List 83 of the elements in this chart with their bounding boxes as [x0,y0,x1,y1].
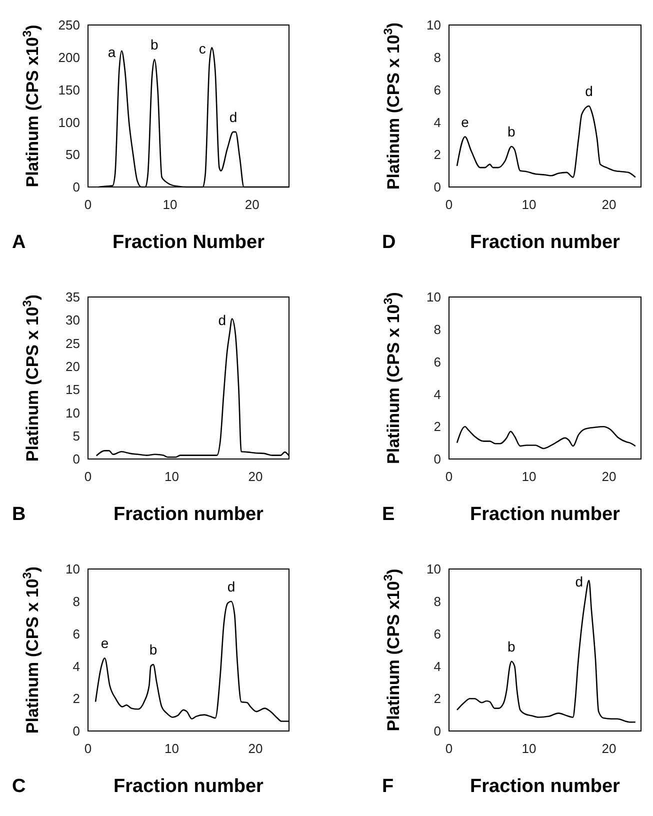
annotation: d [218,312,226,328]
annotation: c [198,40,206,57]
y-tick-label: 4 [434,386,441,402]
y-tick-label: 0 [434,180,441,195]
x-axis-title: Fraction number [114,776,264,797]
y-tick-label: 4 [72,658,80,674]
text: B [12,504,26,525]
annotation: a [108,44,116,60]
annotation: b [150,36,159,52]
y-tick-label: 8 [434,50,441,65]
y-tick-label: 10 [66,405,80,420]
y-tick-label: 10 [426,18,441,33]
x-tick-label: 20 [244,197,260,212]
y-tick-label: 0 [72,180,80,195]
y-tick-label: 0 [434,452,441,467]
x-axis-title: Fraction number [114,504,264,525]
x-tick-label: 0 [84,469,92,484]
y-tick-label: 4 [434,658,441,674]
x-tick-label: 20 [602,469,616,484]
annotation: d [229,108,238,125]
x-tick-label: 20 [248,469,263,484]
y-tick-label: 25 [66,336,80,351]
text: A [12,232,26,253]
annotation: d [585,83,593,99]
x-tick-label: 10 [522,741,536,756]
x-tick-label: 0 [445,469,453,484]
text: E [382,504,395,525]
y-tick-label: 20 [66,358,80,374]
y-tick-label: 2 [434,147,441,162]
annotation: b [508,638,516,654]
y-tick-label: 8 [434,594,441,609]
annotation: b [149,642,158,658]
y-tick-label: 30 [66,312,80,328]
x-tick-label: 0 [445,197,453,212]
y-tick-label: 4 [434,114,441,130]
y-tick-label: 200 [58,50,80,65]
x-tick-label: 10 [164,741,179,756]
y-tick-label: 10 [426,562,441,577]
y-tick-label: 10 [66,562,80,577]
annotation: b [508,124,516,140]
x-tick-label: 0 [445,741,453,756]
x-axis-title: Fraction number [470,776,621,797]
y-tick-label: 8 [434,322,441,337]
y-tick-label: 35 [66,290,80,305]
line-series [456,426,636,450]
x-axis-title: Fraction Number [112,232,266,253]
y-tick-label: 100 [58,114,80,130]
annotation: d [575,573,583,590]
text: F [382,776,394,797]
annotation: e [100,635,109,652]
annotation: d [227,578,236,594]
y-tick-label: 0 [72,724,80,739]
y-tick-label: 6 [72,626,80,642]
y-tick-label: 250 [58,18,80,33]
y-tick-label: 150 [58,82,80,98]
y-tick-label: 50 [66,147,80,162]
y-tick-label: 0 [434,724,441,739]
y-tick-label: 8 [72,594,80,609]
x-tick-label: 0 [84,741,92,756]
y-tick-label: 2 [434,419,441,434]
y-tick-label: 6 [434,82,441,98]
text: C [12,776,26,797]
y-tick-label: 15 [66,382,80,398]
x-tick-label: 20 [248,741,263,756]
y-tick-label: 6 [434,354,441,370]
x-tick-label: 10 [522,469,536,484]
y-tick-label: 0 [72,452,80,467]
annotation: e [461,114,470,130]
line-series [456,105,636,178]
y-tick-label: 2 [434,691,441,706]
y-tick-label: 2 [72,691,80,706]
x-tick-label: 10 [522,197,536,212]
x-axis-title: Fraction number [470,504,621,525]
x-tick-label: 0 [84,197,92,212]
x-tick-label: 10 [164,469,179,484]
x-axis-title: Fraction number [470,232,621,253]
x-tick-label: 20 [602,741,616,756]
x-tick-label: 20 [602,197,616,212]
y-tick-label: 5 [72,428,80,444]
y-tick-label: 10 [426,290,441,305]
text: D [382,232,396,253]
y-tick-label: 6 [434,626,441,642]
x-tick-label: 10 [162,197,178,212]
